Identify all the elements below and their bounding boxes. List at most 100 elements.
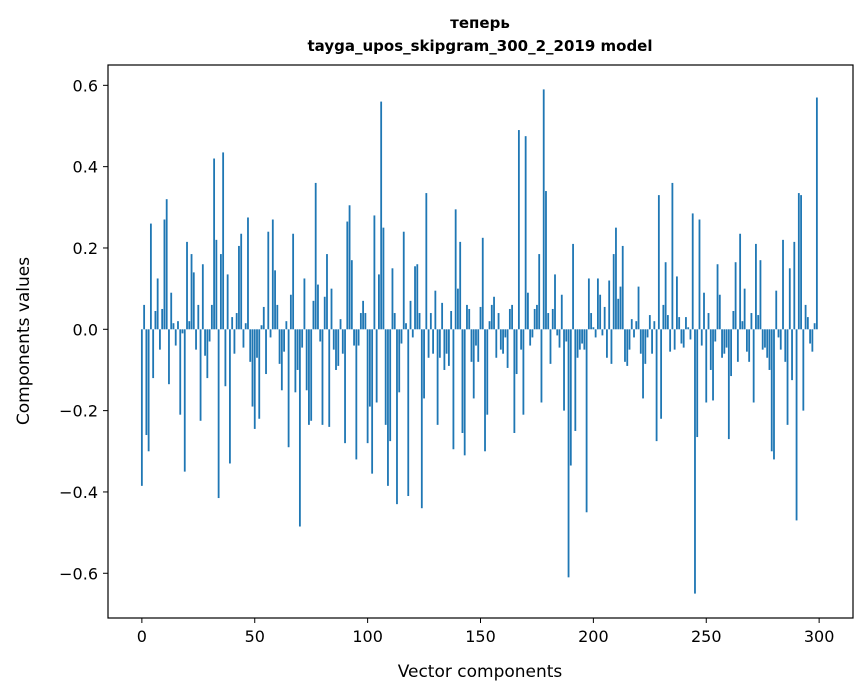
bar-111 — [391, 268, 394, 330]
bar-230 — [660, 329, 663, 419]
bar-253 — [712, 329, 714, 401]
bar-99 — [364, 313, 367, 330]
bar-170 — [524, 136, 527, 330]
bar-27 — [201, 264, 204, 330]
x-tick-label: 100 — [352, 627, 383, 646]
bar-295 — [806, 317, 809, 330]
y-tick-label: −0.4 — [59, 483, 98, 502]
bar-35 — [219, 254, 222, 330]
bar-156 — [493, 296, 495, 330]
bar-146 — [470, 329, 473, 362]
bar-64 — [285, 321, 288, 330]
bar-208 — [610, 329, 613, 364]
bar-165 — [513, 329, 516, 433]
y-tick-label: −0.2 — [59, 402, 98, 421]
bar-113 — [396, 329, 398, 505]
bar-175 — [536, 304, 538, 330]
bar-189 — [567, 329, 570, 578]
bar-177 — [540, 329, 543, 403]
x-tick-label: 250 — [691, 627, 722, 646]
bar-151 — [481, 237, 484, 330]
bar-201 — [594, 329, 597, 338]
bar-88 — [339, 319, 342, 330]
y-tick-label: 0.6 — [73, 76, 98, 95]
bar-199 — [590, 313, 593, 330]
bar-136 — [447, 329, 450, 366]
bar-292 — [800, 195, 802, 330]
bar-22 — [190, 254, 193, 330]
bar-284 — [782, 239, 784, 330]
bar-60 — [276, 304, 279, 330]
bar-100 — [366, 329, 369, 444]
bar-0 — [140, 329, 143, 486]
bar-209 — [612, 254, 615, 330]
bar-55 — [265, 329, 267, 375]
y-tick-label: −0.6 — [59, 564, 98, 583]
bar-3 — [147, 329, 150, 452]
bar-187 — [563, 329, 565, 411]
bar-54 — [262, 306, 265, 330]
bar-222 — [642, 329, 644, 399]
bar-250 — [705, 329, 708, 403]
bar-24 — [195, 329, 197, 350]
bar-109 — [387, 329, 389, 486]
bar-211 — [617, 298, 620, 330]
bar-285 — [784, 329, 787, 362]
bar-184 — [556, 329, 559, 336]
bar-278 — [768, 329, 771, 370]
bar-291 — [797, 193, 800, 330]
bar-44 — [240, 233, 243, 330]
bar-167 — [517, 130, 520, 330]
bar-128 — [429, 313, 432, 330]
bar-33 — [215, 239, 218, 330]
bar-180 — [547, 313, 550, 330]
bar-37 — [224, 329, 227, 387]
bar-145 — [468, 308, 471, 330]
bar-164 — [511, 304, 514, 330]
bar-92 — [348, 205, 351, 330]
bar-238 — [678, 317, 681, 330]
bar-140 — [457, 288, 459, 330]
bar-226 — [651, 329, 653, 354]
bar-126 — [425, 193, 428, 330]
bar-176 — [538, 254, 541, 330]
bar-289 — [793, 241, 796, 330]
bar-179 — [545, 191, 547, 330]
bar-119 — [409, 300, 412, 330]
bar-168 — [520, 329, 523, 350]
bar-127 — [427, 329, 430, 358]
bar-196 — [583, 329, 586, 350]
chart-subtitle: tayga_upos_skipgram_300_2_2019 model — [308, 37, 653, 55]
bar-42 — [235, 313, 238, 330]
bar-198 — [587, 278, 590, 330]
bar-181 — [549, 329, 552, 364]
bar-131 — [436, 329, 439, 425]
bar-91 — [346, 221, 349, 330]
bar-219 — [635, 321, 638, 330]
bar-108 — [384, 329, 387, 425]
bar-68 — [294, 329, 297, 393]
bar-133 — [441, 302, 444, 330]
bar-86 — [335, 329, 337, 370]
plot-frame — [107, 64, 854, 619]
bar-14 — [172, 323, 175, 330]
bar-110 — [389, 329, 392, 442]
bar-6 — [154, 311, 157, 330]
bar-203 — [599, 294, 602, 330]
bar-281 — [775, 290, 778, 330]
bar-71 — [301, 329, 304, 348]
bar-120 — [411, 329, 414, 338]
bar-212 — [619, 286, 622, 330]
bar-174 — [533, 308, 536, 330]
bar-272 — [755, 243, 757, 330]
bar-62 — [280, 329, 283, 391]
bar-293 — [802, 329, 805, 411]
bar-256 — [718, 294, 721, 330]
bar-234 — [669, 329, 672, 352]
bar-233 — [666, 315, 669, 330]
bars-group — [140, 89, 818, 594]
bar-271 — [752, 329, 755, 403]
bar-194 — [578, 329, 581, 350]
bar-29 — [206, 329, 209, 379]
bar-142 — [461, 329, 464, 433]
